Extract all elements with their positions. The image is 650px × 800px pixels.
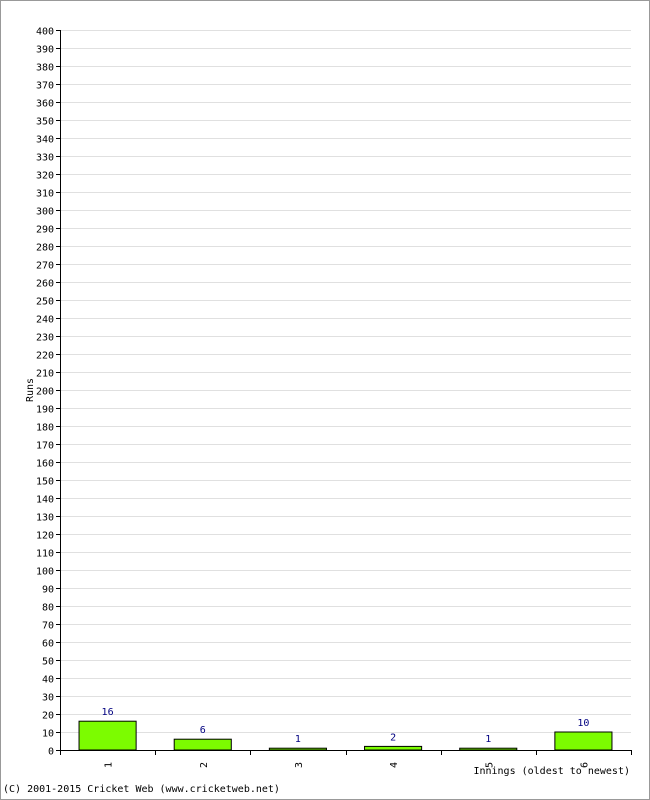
x-tick-label: 6 [579,762,590,768]
y-tick-label: 120 [36,531,54,542]
value-label: 16 [102,707,114,718]
x-tick-label: 4 [389,762,400,768]
y-tick-label: 150 [36,477,54,488]
y-tick-label: 140 [36,495,54,506]
y-tick-label: 160 [36,459,54,470]
value-label: 6 [200,725,206,736]
y-tick-label: 40 [42,675,54,686]
bar [364,745,423,751]
y-tick-label: 70 [42,621,54,632]
y-tick-label: 370 [36,81,54,92]
y-tick-label: 250 [36,297,54,308]
y-tick-label: 240 [36,315,54,326]
bar [173,738,232,751]
y-tick-label: 230 [36,333,54,344]
y-tick-label: 310 [36,189,54,200]
y-axis-label: Runs [25,378,36,402]
y-tick-label: 0 [48,747,54,758]
footer: (C) 2001-2015 Cricket Web (www.cricketwe… [3,784,280,795]
y-tick-label: 390 [36,45,54,56]
x-tick-label: 1 [104,762,115,768]
y-tick-label: 90 [42,585,54,596]
y-tick-label: 320 [36,171,54,182]
y-tick-label: 100 [36,567,54,578]
y-tick-label: 350 [36,117,54,128]
bar [268,747,327,751]
x-axis-label: Innings (oldest to newest) [473,766,630,777]
value-label: 1 [295,734,301,745]
x-tick-label: 5 [484,762,495,768]
y-tick-label: 270 [36,261,54,272]
y-tick-label: 130 [36,513,54,524]
y-tick-label: 220 [36,351,54,362]
y-tick-label: 340 [36,135,54,146]
y-tick-label: 80 [42,603,54,614]
y-tick-label: 20 [42,711,54,722]
y-tick-label: 30 [42,693,54,704]
y-tick-label: 280 [36,243,54,254]
y-tick-label: 300 [36,207,54,218]
y-tick-label: 360 [36,99,54,110]
bar [554,731,613,751]
x-tick-label: 2 [199,762,210,768]
y-tick-label: 180 [36,423,54,434]
y-tick-label: 400 [36,27,54,38]
y-tick-label: 260 [36,279,54,290]
y-tick-label: 330 [36,153,54,164]
y-tick-label: 50 [42,657,54,668]
value-label: 10 [577,718,589,729]
value-label: 1 [485,734,491,745]
x-tick-label: 3 [294,762,305,768]
y-tick-label: 380 [36,63,54,74]
y-tick-label: 60 [42,639,54,650]
value-label: 2 [390,732,396,743]
y-tick-label: 10 [42,729,54,740]
y-tick-label: 210 [36,369,54,380]
y-tick-label: 190 [36,405,54,416]
y-tick-label: 290 [36,225,54,236]
y-tick-label: 110 [36,549,54,560]
y-tick-label: 200 [36,387,54,398]
y-tick-label: 170 [36,441,54,452]
bar [459,747,518,751]
bar [78,720,137,751]
